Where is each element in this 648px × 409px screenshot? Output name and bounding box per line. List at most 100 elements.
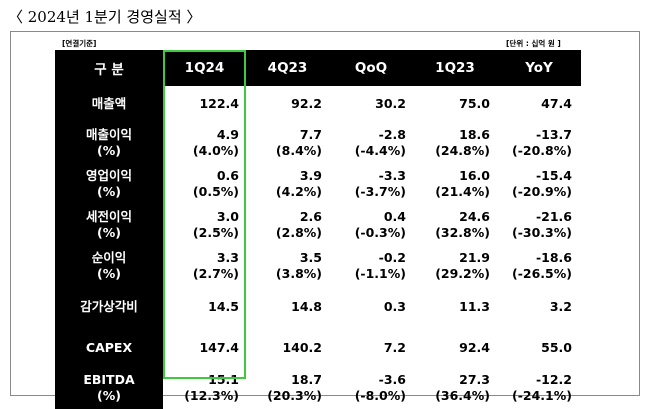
cell-value: 92.4: [459, 339, 490, 355]
row-label-percent: (%): [97, 388, 121, 403]
cell-value: 0.6: [216, 168, 239, 183]
cell-value: -0.2: [378, 250, 406, 265]
cell-value: 3.2: [549, 299, 572, 314]
row-label-ebitda: EBITDA (%): [55, 367, 163, 409]
cell-margin: (0.5%): [192, 184, 239, 199]
cell-operating-profit-1q24: 0.6 (0.5%): [163, 164, 246, 205]
cell-gross-profit-1q23: 18.6 (24.8%): [413, 123, 497, 164]
cell-margin: (12.3%): [184, 388, 239, 403]
cell-revenue-qoq: 30.2: [329, 86, 413, 123]
header-1q24: 1Q24: [163, 50, 246, 86]
cell-value: 47.4: [541, 96, 572, 112]
header-category: 구 분: [55, 50, 163, 86]
row-label-percent: (%): [97, 225, 121, 240]
row-label-text: 매출이익: [85, 127, 132, 142]
cell-value: 24.6: [459, 209, 490, 224]
table-row-revenue: 매출액 122.4 92.2 30.2 75.0 47.4: [55, 85, 581, 123]
cell-value: 140.2: [282, 339, 322, 355]
cell-capex-yoy: 55.0: [497, 328, 581, 368]
table-row-depreciation: 감가상각비 14.5 14.8 0.3 11.3 3.2: [55, 286, 581, 328]
cell-margin: (24.8%): [435, 143, 490, 158]
cell-margin: (21.4%): [435, 184, 490, 199]
cell-revenue-yoy: 47.4: [497, 86, 581, 123]
header-4q23: 4Q23: [246, 50, 329, 86]
cell-revenue-1q24: 122.4: [163, 86, 246, 123]
row-label-depreciation: 감가상각비: [55, 286, 163, 328]
row-label-text: 세전이익: [85, 209, 132, 224]
cell-value: 0.4: [383, 209, 406, 224]
cell-value: 18.6: [459, 127, 490, 142]
cell-operating-profit-yoy: -15.4 (-20.9%): [497, 164, 581, 205]
cell-value: 14.8: [291, 299, 322, 314]
cell-margin: (32.8%): [435, 225, 490, 240]
cell-depreciation-1q24: 14.5: [163, 287, 246, 328]
table-row-gross-profit: 매출이익 (%) 4.9 (4.0%) 7.7 (8.4%) -2.8 (-4.4%) 18.6…: [55, 122, 581, 164]
cell-operating-profit-4q23: 3.9 (4.2%): [246, 164, 329, 205]
cell-operating-profit-1q23: 16.0 (21.4%): [413, 164, 497, 205]
cell-operating-profit-qoq: -3.3 (-3.7%): [329, 164, 413, 205]
consolidation-note: [연결기준]: [62, 39, 97, 48]
cell-value: -2.8: [378, 127, 406, 142]
cell-value: -12.2: [535, 372, 572, 387]
cell-capex-1q24: 147.4: [163, 328, 246, 368]
row-label-percent: (%): [97, 184, 121, 199]
table-frame: [10, 31, 640, 396]
cell-depreciation-yoy: 3.2: [497, 287, 581, 328]
cell-margin: (-20.9%): [512, 184, 572, 199]
row-label-text: 영업이익: [85, 168, 132, 183]
cell-value: 30.2: [375, 96, 406, 112]
row-label-percent: (%): [97, 266, 121, 281]
cell-value: 15.1: [208, 372, 239, 387]
cell-value: 55.0: [541, 339, 572, 355]
header-yoy: YoY: [497, 50, 581, 86]
cell-ebitda-yoy: -12.2 (-24.1%): [497, 368, 581, 409]
cell-margin: (36.4%): [435, 388, 490, 403]
cell-value: -21.6: [535, 209, 572, 224]
cell-depreciation-1q23: 11.3: [413, 287, 497, 328]
header-1q23: 1Q23: [413, 50, 497, 86]
row-label-text: CAPEX: [85, 339, 133, 355]
cell-value: -13.7: [535, 127, 572, 142]
cell-margin: (-1.1%): [354, 266, 406, 281]
cell-pretax-profit-4q23: 2.6 (2.8%): [246, 205, 329, 246]
cell-pretax-profit-qoq: 0.4 (-0.3%): [329, 205, 413, 246]
cell-pretax-profit-yoy: -21.6 (-30.3%): [497, 205, 581, 246]
cell-value: 4.9: [216, 127, 239, 142]
cell-value: 122.4: [199, 96, 239, 112]
cell-ebitda-1q23: 27.3 (36.4%): [413, 368, 497, 409]
row-label-text: 순이익: [91, 250, 127, 265]
cell-value: 21.9: [459, 250, 490, 265]
cell-revenue-1q23: 75.0: [413, 86, 497, 123]
row-label-percent: (%): [97, 143, 121, 158]
cell-margin: (-8.0%): [354, 388, 406, 403]
cell-margin: (4.2%): [275, 184, 322, 199]
cell-gross-profit-4q23: 7.7 (8.4%): [246, 123, 329, 164]
row-label-capex: CAPEX: [55, 327, 163, 368]
cell-gross-profit-qoq: -2.8 (-4.4%): [329, 123, 413, 164]
cell-gross-profit-yoy: -13.7 (-20.8%): [497, 123, 581, 164]
cell-value: 14.5: [208, 299, 239, 314]
cell-value: 27.3: [459, 372, 490, 387]
row-label-text: 매출액: [91, 96, 127, 111]
cell-value: -15.4: [535, 168, 572, 183]
cell-margin: (-3.7%): [354, 184, 406, 199]
row-label-revenue: 매출액: [55, 85, 163, 123]
cell-ebitda-4q23: 18.7 (20.3%): [246, 368, 329, 409]
cell-margin: (2.7%): [192, 266, 239, 281]
cell-margin: (29.2%): [435, 266, 490, 281]
cell-margin: (-0.3%): [354, 225, 406, 240]
cell-value: 0.3: [383, 299, 406, 314]
cell-gross-profit-1q24: 4.9 (4.0%): [163, 123, 246, 164]
row-label-operating-profit: 영업이익 (%): [55, 163, 163, 205]
cell-margin: (-26.5%): [512, 266, 572, 281]
cell-value: 147.4: [199, 339, 239, 355]
cell-value: -3.6: [378, 372, 406, 387]
cell-value: 92.2: [291, 96, 322, 112]
cell-margin: (-30.3%): [512, 225, 572, 240]
cell-value: -3.3: [378, 168, 406, 183]
cell-net-profit-yoy: -18.6 (-26.5%): [497, 246, 581, 287]
cell-value: -18.6: [535, 250, 572, 265]
cell-depreciation-4q23: 14.8: [246, 287, 329, 328]
table-row-pretax-profit: 세전이익 (%) 3.0 (2.5%) 2.6 (2.8%) 0.4 (-0.3%) 24.6(…: [55, 204, 581, 246]
cell-margin: (8.4%): [275, 143, 322, 158]
